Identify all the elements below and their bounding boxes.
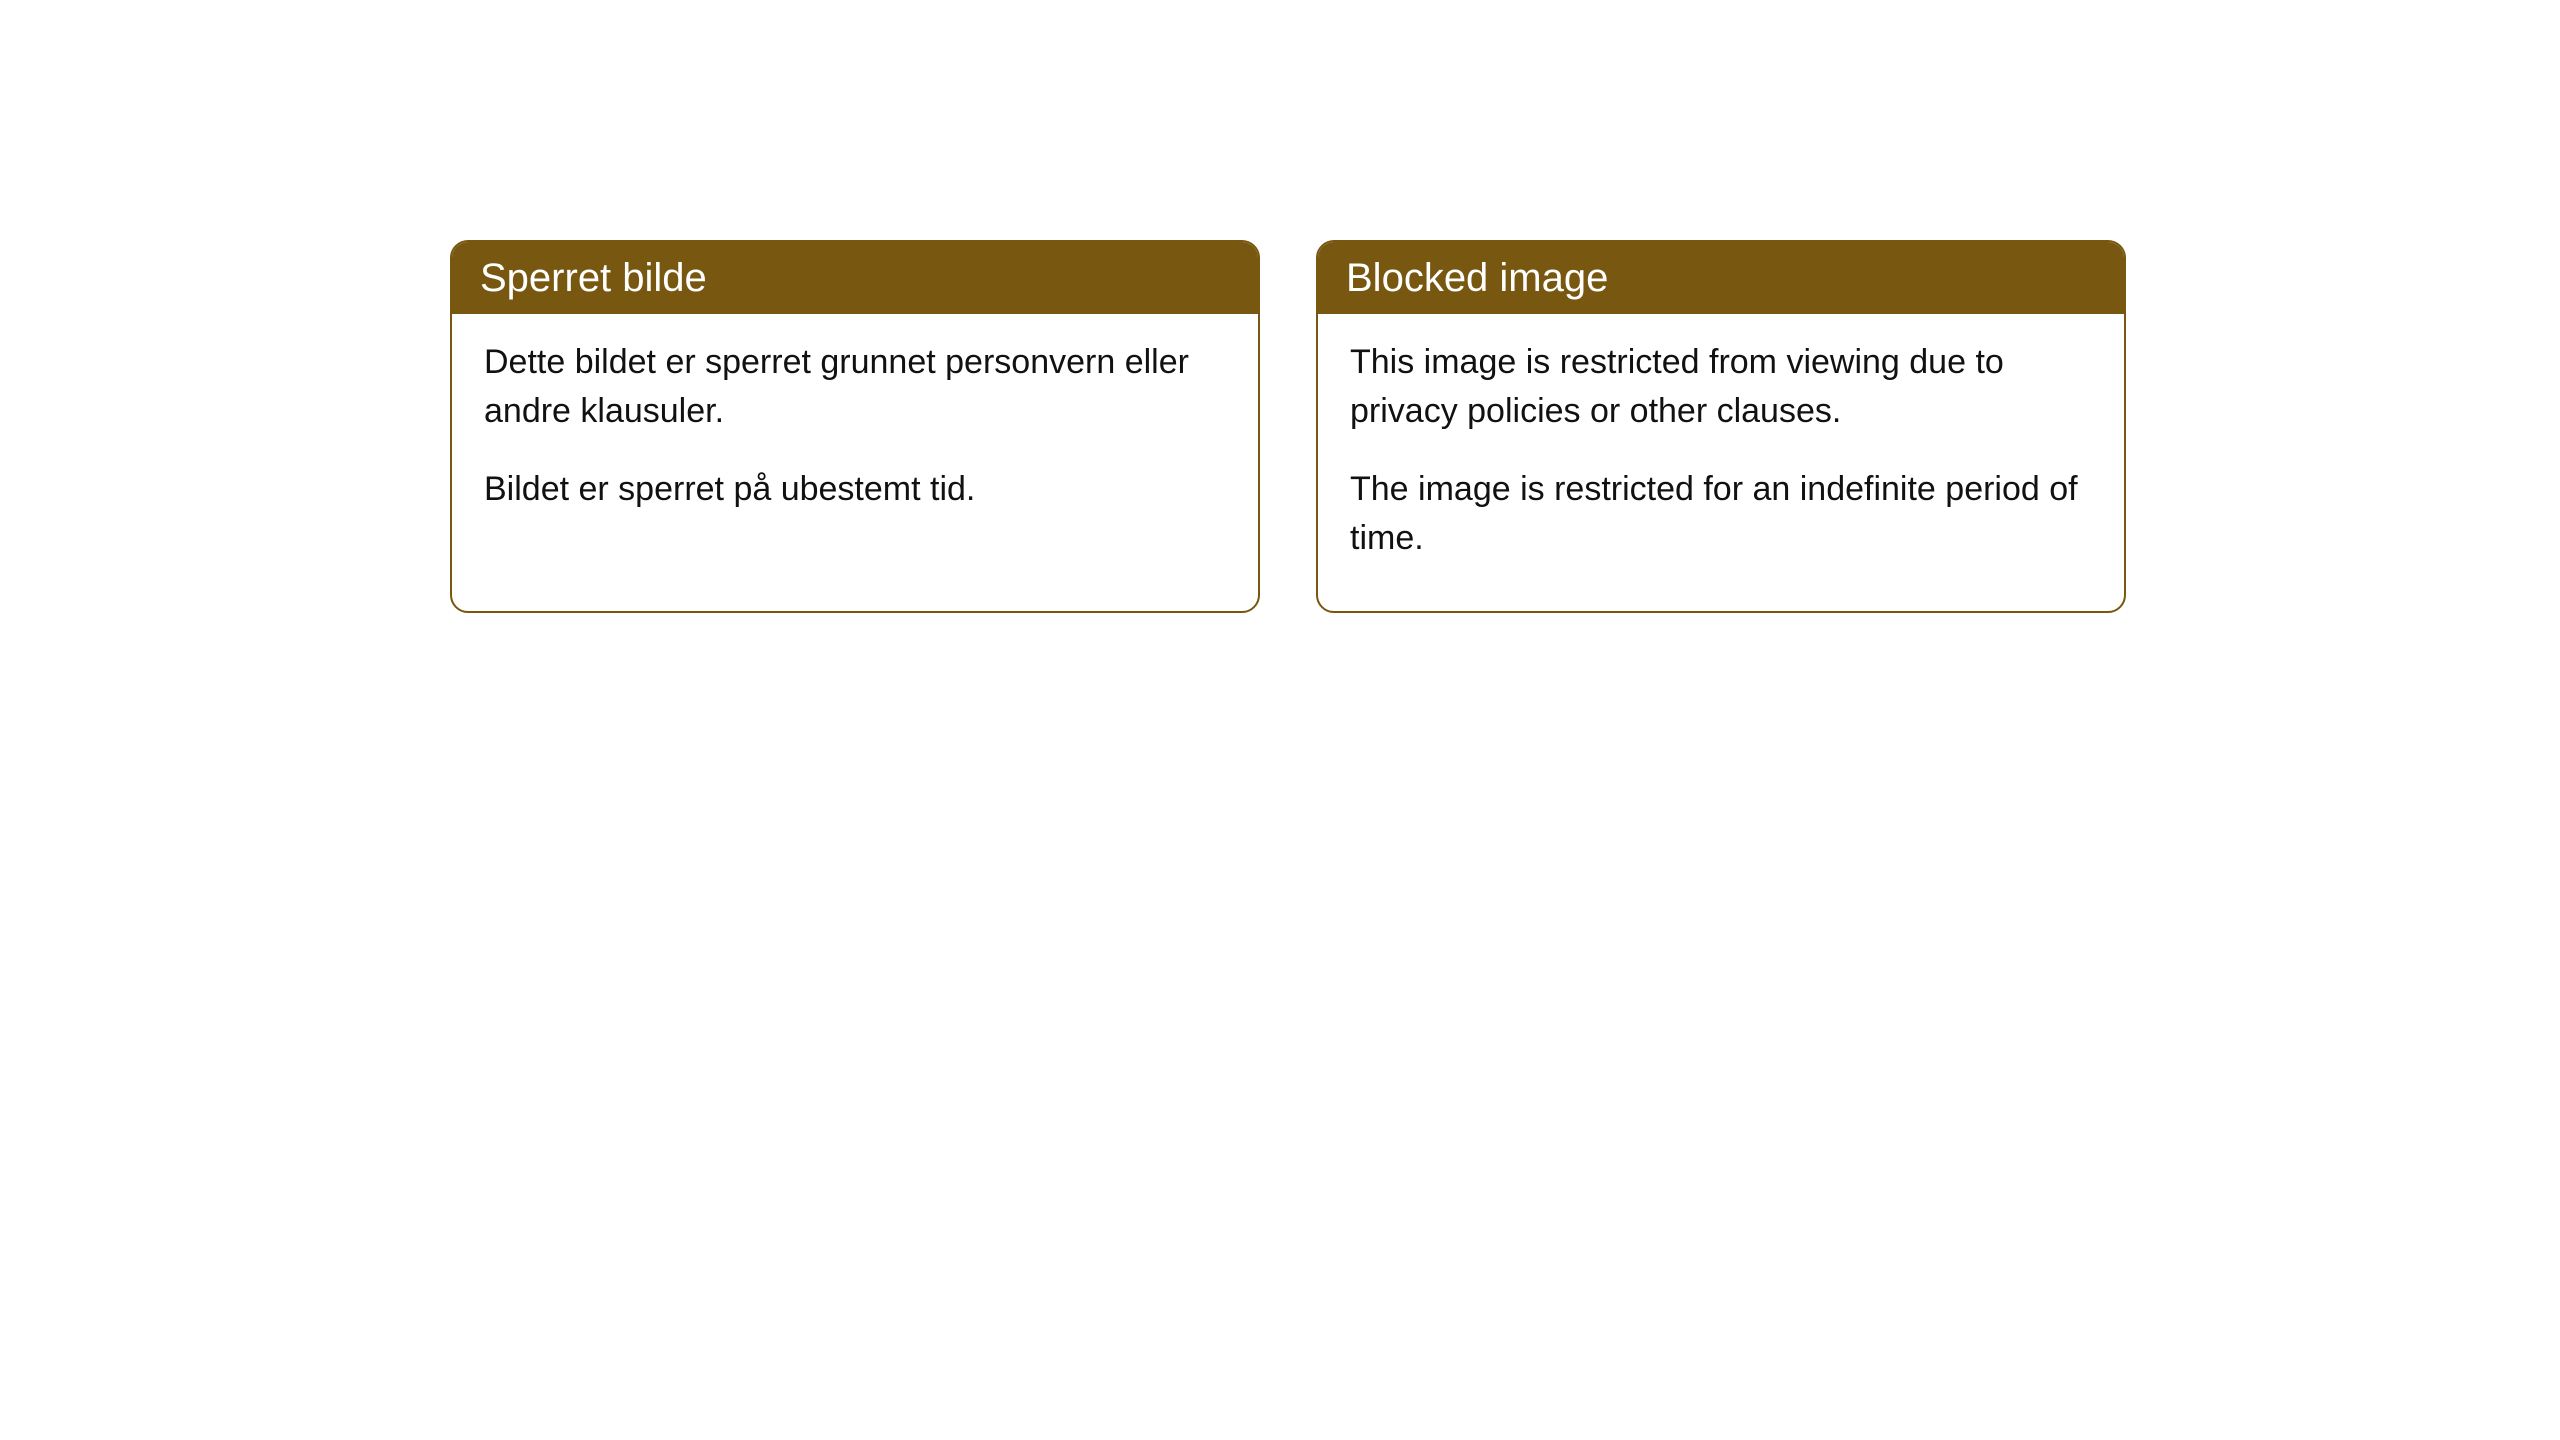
notice-cards-container: Sperret bilde Dette bildet er sperret gr… (450, 240, 2126, 613)
notice-card-english: Blocked image This image is restricted f… (1316, 240, 2126, 613)
card-paragraph: Dette bildet er sperret grunnet personve… (484, 338, 1226, 437)
notice-card-norwegian: Sperret bilde Dette bildet er sperret gr… (450, 240, 1260, 613)
card-header: Sperret bilde (452, 242, 1258, 314)
card-header: Blocked image (1318, 242, 2124, 314)
card-body: Dette bildet er sperret grunnet personve… (452, 314, 1258, 562)
card-title: Sperret bilde (480, 256, 707, 300)
card-title: Blocked image (1346, 256, 1608, 300)
card-paragraph: This image is restricted from viewing du… (1350, 338, 2092, 437)
card-body: This image is restricted from viewing du… (1318, 314, 2124, 611)
card-paragraph: Bildet er sperret på ubestemt tid. (484, 465, 1226, 514)
card-paragraph: The image is restricted for an indefinit… (1350, 465, 2092, 564)
